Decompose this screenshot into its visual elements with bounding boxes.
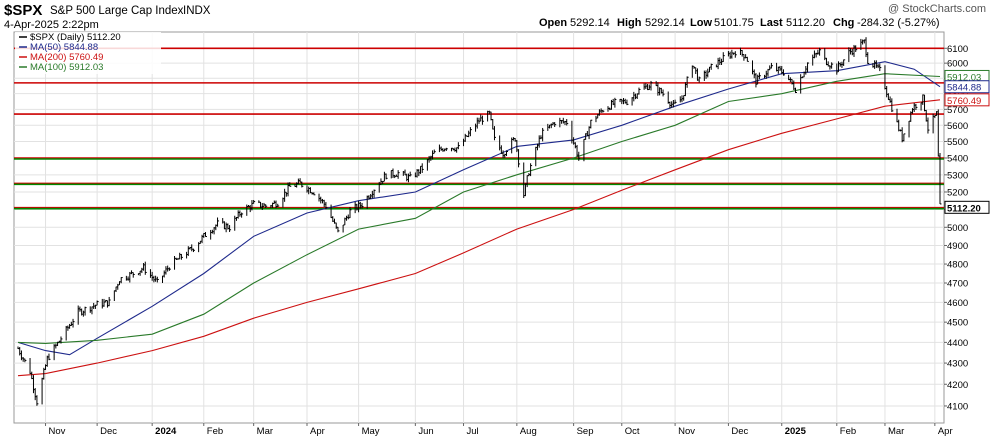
x-tick-label: 2024 [155, 426, 177, 437]
y-tick-label: 5700 [947, 105, 968, 116]
chart-watermark: @ StockCharts.com [888, 3, 986, 15]
x-tick-label: Jul [467, 426, 479, 437]
y-tick-label: 5000 [947, 223, 968, 234]
support-resistance-lines [14, 47, 944, 210]
chart-index-name: S&P 500 Large Cap Index [50, 5, 184, 17]
quote-chg-label: Chg [833, 17, 854, 29]
quote-open: 5292.14 [570, 17, 610, 29]
legend-label: MA(200) 5760.49 [30, 52, 103, 63]
quote-bar: Open 5292.14 High 5292.14 Low 5101.75 La… [539, 17, 940, 29]
x-tick-label: 2025 [785, 426, 807, 437]
legend-background [15, 32, 161, 74]
moving-average-line [17, 73, 941, 344]
x-tick-label: Dec [731, 426, 748, 437]
y-tick-label: 5400 [947, 154, 968, 165]
x-tick-label: Aug [520, 426, 537, 437]
y-tick-label: 4300 [947, 359, 968, 370]
x-tick-label: Sep [577, 426, 594, 437]
quote-open-label: Open [539, 17, 567, 29]
y-tick-label: 4500 [947, 318, 968, 329]
legend-label: $SPX (Daily) 5112.20 [30, 32, 121, 43]
y-tick-label: 6100 [947, 44, 968, 55]
quote-chg: -284.32 (-5.27%) [857, 17, 940, 29]
price-label: 5844.88 [947, 83, 981, 94]
quote-last-label: Last [760, 17, 783, 29]
y-tick-label: 5500 [947, 137, 968, 148]
legend-item: $SPX (Daily) 5112.20 [19, 32, 121, 43]
y-tick-label: 4200 [947, 380, 968, 391]
quote-last: 5112.20 [786, 17, 825, 29]
moving-averages [17, 61, 941, 377]
price-label: 5760.49 [947, 96, 981, 107]
legend-item: MA(100) 5912.03 [19, 62, 103, 73]
x-tick-label: Jun [418, 426, 433, 437]
y-tick-label: 4600 [947, 298, 968, 309]
moving-average-line [17, 61, 941, 356]
legend-item: MA(200) 5760.49 [19, 52, 103, 63]
y-tick-label: 4400 [947, 338, 968, 349]
y-tick-label: 4900 [947, 241, 968, 252]
quote-high: 5292.14 [645, 17, 685, 29]
x-tick-label: Nov [49, 426, 66, 437]
price-label-box [944, 93, 990, 107]
x-tick-label: Mar [888, 426, 904, 437]
quote-low-label: Low [690, 17, 712, 29]
x-tick-label: Nov [678, 426, 695, 437]
y-tick-label: 5300 [947, 170, 968, 181]
x-tick-label: Oct [625, 426, 640, 437]
x-axis: Nov Dec 2024 Feb Mar Apr May Jun Jul Aug Sep Oct Nov… [45, 423, 953, 437]
chart-exchange: INDX [183, 5, 211, 17]
legend-label: MA(100) 5912.03 [30, 62, 103, 73]
y-tick-label: 4100 [947, 401, 968, 412]
price-label: 5912.03 [947, 72, 981, 83]
y-tick-label: 5600 [947, 121, 968, 132]
y-tick-label: 6000 [947, 59, 968, 70]
y-tick-label: 4800 [947, 260, 968, 271]
price-label-box [944, 200, 990, 214]
x-tick-label: Mar [257, 426, 273, 437]
x-tick-label: Feb [840, 426, 856, 437]
y-tick-label: 5200 [947, 187, 968, 198]
legend-item: MA(50) 5844.88 [19, 42, 98, 53]
x-tick-label: May [362, 426, 380, 437]
price-series [17, 37, 942, 406]
chart-symbol: $SPX [4, 2, 42, 19]
y-tick-label: 4700 [947, 278, 968, 289]
x-tick-label: Apr [310, 426, 325, 437]
quote-low: 5101.75 [714, 17, 754, 29]
chart-date: 4-Apr-2025 2:22pm [4, 19, 99, 31]
quote-high-label: High [617, 17, 642, 29]
price-label-box [944, 80, 990, 94]
moving-average-line [17, 99, 941, 377]
legend: $SPX (Daily) 5112.20 MA(50) 5844.88 MA(2… [15, 32, 161, 74]
legend-label: MA(50) 5844.88 [30, 42, 98, 53]
x-tick-label: Dec [100, 426, 117, 437]
price-label: 5112.20 [947, 203, 981, 214]
x-tick-label: Apr [938, 426, 953, 437]
x-tick-label: Feb [207, 426, 223, 437]
